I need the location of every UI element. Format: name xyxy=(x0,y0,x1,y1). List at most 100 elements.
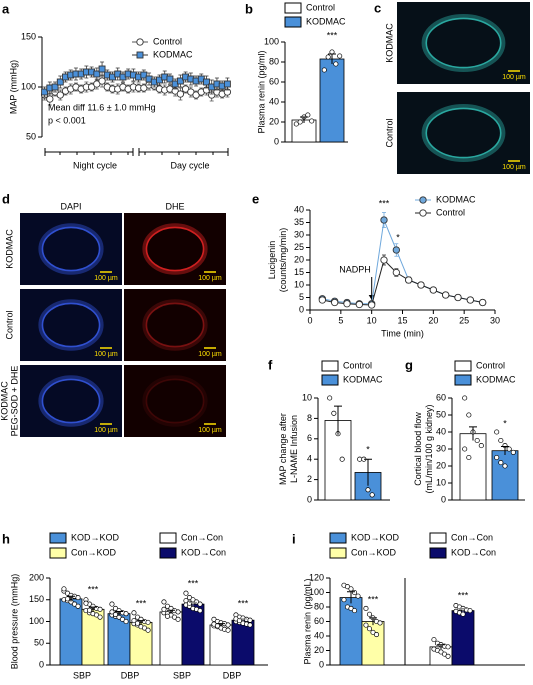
legend-label: Control xyxy=(343,360,372,370)
y-tick-label: 80 xyxy=(314,601,324,611)
data-point xyxy=(197,608,203,614)
legend-label: KODMAC xyxy=(153,49,193,59)
data-point xyxy=(97,606,103,612)
data-point xyxy=(75,595,81,601)
error-bar xyxy=(501,445,509,455)
data-point xyxy=(225,622,231,628)
y-tick-label: 40 xyxy=(294,204,304,214)
y-tick-label: 0 xyxy=(274,136,279,146)
y-tick-label: 10 xyxy=(436,477,446,487)
micrograph xyxy=(20,213,122,285)
legend-swatch xyxy=(429,547,447,559)
data-point xyxy=(377,620,383,626)
y-axis-label: (mL/min/100 g kidney) xyxy=(424,404,434,493)
y-axis-label: Blood pressure (mmHg) xyxy=(9,574,19,670)
y-axis-label: Lucigenin xyxy=(267,241,277,280)
y-tick-label: 30 xyxy=(294,229,304,239)
error-bar xyxy=(89,606,97,612)
x-tick-label: DBP xyxy=(223,670,242,680)
data-point xyxy=(161,606,167,612)
annotation: *** xyxy=(327,30,338,40)
y-tick-label: 60 xyxy=(314,616,324,626)
y-tick-label: 25 xyxy=(294,242,304,252)
data-point xyxy=(380,216,388,224)
x-tick-label: 5 xyxy=(338,315,343,325)
y-tick-label: 20 xyxy=(314,645,324,655)
x-tick-label: 15 xyxy=(397,315,407,325)
data-point xyxy=(365,487,371,493)
y-tick-label: 20 xyxy=(269,116,279,126)
annotation: *** xyxy=(238,598,249,608)
y-tick-label: 100 xyxy=(21,81,36,91)
error-bar xyxy=(189,601,197,606)
x-axis-label: Time (min) xyxy=(381,328,424,338)
legend-label: Control xyxy=(153,36,182,46)
legend-swatch xyxy=(321,360,339,372)
x-tick-label: SBP xyxy=(73,670,91,680)
annotation: Mean diff 11.6 ± 1.0 mmHg xyxy=(48,102,156,112)
scale-label: 100 µm xyxy=(94,351,118,358)
data-point xyxy=(498,460,504,466)
vessel-wall xyxy=(41,302,101,348)
data-point xyxy=(479,298,487,307)
vessel-wall xyxy=(142,223,208,275)
y-tick-label: 15 xyxy=(294,267,304,277)
data-point xyxy=(183,598,189,604)
legend-swatch xyxy=(284,16,302,28)
data-point xyxy=(325,54,331,60)
y-tick-label: 50 xyxy=(436,409,446,419)
annotation: *** xyxy=(458,590,469,600)
error-bar xyxy=(239,618,247,622)
data-point xyxy=(462,446,468,452)
annotation: Night cycle xyxy=(73,160,117,170)
data-point xyxy=(64,596,71,602)
y-tick-label: 0 xyxy=(39,659,44,669)
scale-label: 100 µm xyxy=(198,275,222,282)
data-point xyxy=(112,611,119,618)
data-point xyxy=(417,281,425,289)
micrograph xyxy=(20,289,122,361)
panel-letter: c xyxy=(374,0,381,15)
error-bar xyxy=(334,405,342,435)
y-axis-label: MAP (mmHg) xyxy=(8,60,18,114)
annotation: *** xyxy=(379,198,390,208)
vessel-wall xyxy=(145,378,205,424)
data-point xyxy=(363,622,369,628)
annotation: * xyxy=(396,232,400,242)
legend-marker xyxy=(419,196,427,204)
data-point xyxy=(373,631,380,638)
error-bar xyxy=(115,610,123,616)
legend-swatch xyxy=(159,532,177,544)
y-tick-label: 200 xyxy=(29,572,44,582)
y-axis-label: Cortical blood flow xyxy=(413,412,423,486)
annotation: *** xyxy=(368,594,379,604)
bracket xyxy=(44,148,229,156)
annotation: * xyxy=(503,418,507,428)
data-point xyxy=(56,91,64,99)
y-tick-label: 6 xyxy=(307,433,312,443)
error-bar xyxy=(347,591,355,604)
annotation: p < 0.001 xyxy=(48,115,86,125)
data-point xyxy=(164,613,171,619)
data-point xyxy=(183,590,189,596)
data-point xyxy=(109,609,115,615)
legend-label: Con→KOD xyxy=(71,547,117,557)
y-tick-label: 80 xyxy=(269,56,279,66)
micrograph xyxy=(124,365,226,437)
data-point xyxy=(51,83,59,91)
scale-label: 100 µm xyxy=(198,427,222,434)
data-point xyxy=(131,618,137,624)
legend-swatch xyxy=(321,374,339,386)
x-tick-label: 20 xyxy=(428,315,438,325)
data-point xyxy=(502,463,508,469)
data-point xyxy=(405,276,413,284)
data-point xyxy=(341,597,347,603)
data-point xyxy=(56,78,64,86)
data-point xyxy=(355,300,363,309)
row-label: KODMAC xyxy=(0,381,9,421)
data-point xyxy=(293,121,299,127)
y-tick-label: 2 xyxy=(307,474,312,484)
legend-label: Control xyxy=(476,360,505,370)
y-tick-label: 100 xyxy=(264,36,279,46)
